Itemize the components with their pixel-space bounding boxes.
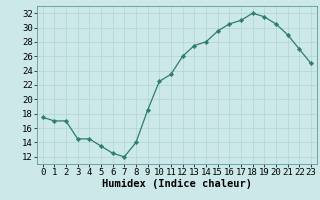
X-axis label: Humidex (Indice chaleur): Humidex (Indice chaleur) xyxy=(102,179,252,189)
